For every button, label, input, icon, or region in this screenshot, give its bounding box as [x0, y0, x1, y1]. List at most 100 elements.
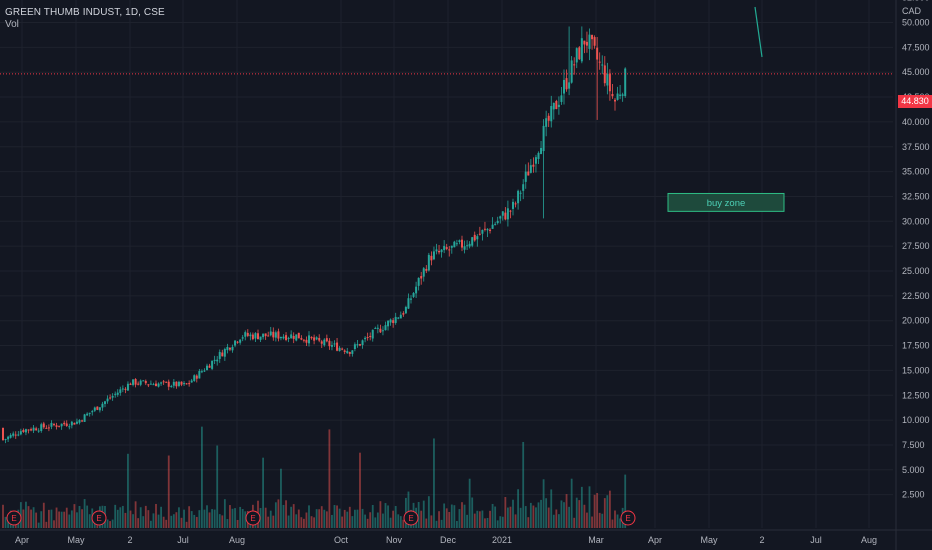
candle-body: [32, 427, 35, 431]
volume-bar: [35, 512, 38, 528]
volume-bar: [606, 495, 609, 528]
volume-bar: [532, 505, 535, 528]
candle-body: [550, 106, 553, 122]
volume-bar: [320, 506, 323, 528]
volume-bar: [341, 516, 344, 528]
volume-bar: [575, 497, 578, 528]
candle-body: [188, 383, 191, 385]
candle-body: [473, 234, 476, 241]
volume-bar: [308, 505, 310, 528]
volume-bar: [624, 474, 627, 528]
volume-bar: [55, 507, 58, 528]
time-tick-label: Jul: [177, 535, 189, 545]
volume-bar: [22, 509, 25, 528]
candle-body: [471, 237, 474, 246]
candle-body: [517, 190, 520, 204]
candle-body: [81, 420, 84, 422]
candle-body: [93, 407, 96, 411]
volume-bar: [119, 507, 122, 528]
candle-body: [27, 429, 30, 431]
candle-body: [277, 331, 280, 339]
volume-label[interactable]: Vol: [5, 19, 19, 30]
candle-body: [7, 436, 10, 440]
time-tick-label: Mar: [588, 535, 604, 545]
volume-bar: [555, 509, 558, 528]
candle-body: [568, 82, 571, 89]
volume-bar: [137, 518, 140, 528]
volume-bar: [519, 507, 522, 528]
time-tick-label: Apr: [15, 535, 29, 545]
candle-body: [478, 233, 481, 235]
candle-body: [343, 350, 346, 352]
candle-body: [241, 337, 244, 339]
volume-bar: [619, 518, 621, 528]
volume-bar: [65, 507, 68, 528]
volume-bar: [50, 509, 53, 528]
volume-bar: [244, 511, 247, 528]
earnings-label: E: [408, 514, 413, 523]
candle-body: [585, 41, 588, 46]
volume-bar: [359, 452, 361, 528]
candle-body: [542, 125, 545, 152]
candle-body: [333, 343, 336, 345]
candle-body: [109, 397, 112, 399]
candle-body: [96, 406, 99, 410]
candle-body: [501, 211, 504, 216]
candle-body: [468, 243, 471, 247]
volume-bar: [588, 486, 591, 528]
volume-bar: [106, 519, 109, 528]
candle-body: [149, 383, 152, 385]
volume-bar: [540, 499, 542, 528]
candle-body: [239, 339, 242, 343]
volume-bar: [175, 512, 178, 528]
candle-body: [37, 430, 40, 432]
candle-body: [279, 336, 282, 339]
volume-bar: [369, 512, 372, 528]
candle-body: [563, 79, 565, 94]
volume-bar: [496, 520, 499, 528]
volume-bar: [178, 507, 180, 528]
time-tick-label: Nov: [386, 535, 403, 545]
volume-bar: [129, 510, 132, 528]
candle-body: [611, 93, 614, 97]
volume-bar: [486, 517, 489, 528]
candle-body: [524, 171, 527, 182]
candle-body: [578, 47, 581, 60]
volume-bar: [458, 509, 461, 528]
candle-body: [104, 401, 106, 404]
candle-body: [308, 335, 310, 344]
candle-body: [573, 64, 576, 66]
volume-bar: [361, 508, 364, 528]
candle-body: [310, 336, 313, 339]
volume-bar: [529, 502, 532, 528]
candle-body: [60, 423, 63, 427]
candle-body: [292, 335, 295, 339]
earnings-marker: [620, 510, 636, 526]
currency-label: CAD: [902, 6, 922, 16]
volume-bar: [229, 505, 231, 528]
candle-body: [394, 316, 397, 323]
candle-body: [540, 147, 543, 154]
volume-bar: [206, 505, 208, 528]
candle-body: [42, 423, 45, 428]
candle-body: [126, 383, 129, 391]
candle-body: [486, 228, 489, 231]
candle-body: [422, 268, 425, 277]
candle-body: [392, 320, 395, 323]
candle-body: [221, 352, 224, 357]
symbol-title[interactable]: GREEN THUMB INDUST, 1D, CSE: [5, 7, 165, 18]
volume-bar: [611, 519, 614, 528]
volume-bar: [478, 511, 481, 528]
volume-bar: [435, 520, 438, 528]
candle-body: [246, 332, 249, 336]
volume-bar: [208, 512, 211, 528]
buy-zone-box: [667, 192, 785, 212]
volume-bar: [583, 504, 586, 528]
volume-bar: [537, 502, 540, 528]
volume-bar: [63, 511, 66, 528]
volume-bar: [280, 468, 282, 528]
volume-bar: [430, 515, 433, 528]
volume-bar: [325, 511, 328, 528]
candle-body: [160, 382, 163, 384]
